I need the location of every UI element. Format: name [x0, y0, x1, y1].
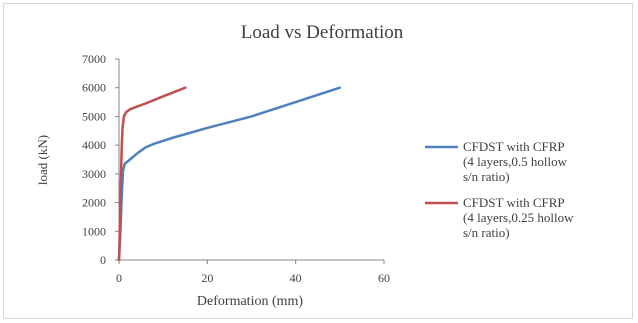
legend-label-1: CFDST with CFRP (4 layers,0.5 hollow s/n r…	[463, 139, 568, 184]
x-tick-label: 20	[201, 271, 213, 285]
y-tick-label: 5000	[82, 109, 106, 123]
plot-area: 0 1000 2000 3000 4000 5000 6000 7000 0 20 40 60	[82, 52, 390, 285]
chart-frame	[3, 3, 633, 319]
legend-label-2: CFDST with CFRP (4 layers,0.25 hollow s/n …	[463, 195, 574, 240]
x-tick-label: 60	[378, 271, 390, 285]
y-tick-label: 1000	[82, 224, 106, 238]
y-tick-label: 0	[100, 253, 106, 267]
y-tick-label: 7000	[82, 52, 106, 66]
y-tick-label: 4000	[82, 138, 106, 152]
y-tick-label: 6000	[82, 81, 106, 95]
x-tick-label: 40	[290, 271, 302, 285]
x-axis-label: Deformation (mm)	[197, 294, 303, 309]
series-line-1	[117, 86, 342, 262]
chart-title: Load vs Deformation	[241, 22, 404, 43]
y-axis-label: load (kN)	[35, 135, 50, 185]
y-tick-label: 2000	[82, 196, 106, 210]
series-line-2	[117, 86, 187, 262]
x-tick-label: 0	[116, 271, 122, 285]
y-tick-label: 3000	[82, 167, 106, 181]
legend: CFDST with CFRP (4 layers,0.5 hollow s/n r…	[425, 139, 574, 240]
